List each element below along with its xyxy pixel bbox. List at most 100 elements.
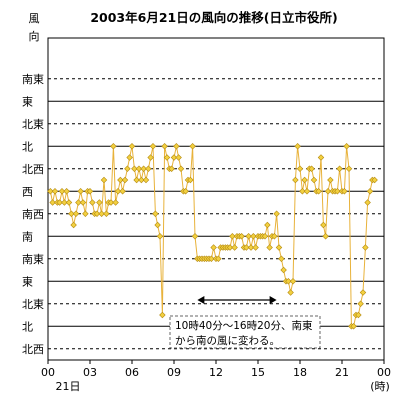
data-point bbox=[93, 210, 101, 217]
data-point bbox=[103, 210, 110, 217]
y-tick-label: 北東 bbox=[22, 298, 44, 311]
data-point bbox=[359, 289, 367, 296]
data-point bbox=[112, 199, 119, 206]
data-point bbox=[320, 221, 327, 229]
x-tick-label: 15 bbox=[251, 366, 265, 379]
data-point bbox=[341, 188, 348, 195]
data-point bbox=[128, 143, 136, 150]
annotation-arrowhead-right bbox=[269, 296, 277, 304]
data-point bbox=[47, 188, 54, 195]
data-point bbox=[135, 165, 143, 172]
x-tick-label: 12 bbox=[209, 366, 223, 379]
data-point bbox=[271, 233, 278, 240]
data-point bbox=[177, 165, 185, 172]
data-point bbox=[82, 210, 89, 217]
data-point bbox=[126, 154, 133, 161]
y-tick-label: 東 bbox=[22, 95, 33, 108]
data-point bbox=[264, 221, 271, 229]
data-point bbox=[362, 244, 369, 251]
data-point bbox=[65, 199, 73, 206]
x-tick-label: 18 bbox=[293, 366, 307, 379]
data-point bbox=[182, 188, 189, 195]
data-point bbox=[75, 199, 82, 206]
y-tick-label: 南東 bbox=[22, 73, 44, 86]
data-point bbox=[364, 199, 371, 206]
data-point bbox=[56, 199, 63, 206]
annotation-arrowhead-left bbox=[197, 296, 205, 304]
data-point bbox=[261, 233, 269, 240]
y-tick-label: 北 bbox=[22, 140, 33, 153]
data-point bbox=[117, 176, 124, 184]
y-tick-label: 南東 bbox=[22, 253, 44, 266]
data-point bbox=[208, 255, 215, 262]
data-point bbox=[273, 210, 280, 217]
annotation-text-line1: 10時40分～16時20分、南東 bbox=[175, 319, 313, 332]
x-tick-label: 03 bbox=[83, 366, 97, 379]
data-point bbox=[301, 176, 308, 184]
data-point bbox=[252, 244, 259, 251]
data-point bbox=[138, 176, 145, 184]
data-point bbox=[210, 244, 217, 251]
data-point bbox=[51, 188, 59, 195]
data-point bbox=[336, 165, 343, 172]
data-point bbox=[49, 199, 56, 206]
data-point bbox=[226, 244, 234, 251]
x-date-label: 21日 bbox=[56, 380, 81, 393]
data-point bbox=[299, 188, 306, 195]
data-point bbox=[327, 176, 334, 184]
y-tick-label: 東 bbox=[22, 275, 33, 288]
data-point bbox=[131, 165, 138, 172]
y-tick-label: 西 bbox=[22, 185, 33, 198]
annotation-text-line2: から南の風に変わる。 bbox=[175, 334, 280, 347]
data-point bbox=[334, 188, 341, 195]
data-point bbox=[77, 188, 84, 195]
data-point bbox=[79, 199, 87, 206]
data-point bbox=[371, 176, 378, 184]
y-axis-label-char1: 風 bbox=[29, 12, 40, 25]
data-point bbox=[187, 176, 194, 184]
data-point bbox=[142, 176, 150, 184]
x-tick-label: 00 bbox=[41, 366, 55, 379]
data-point bbox=[72, 210, 80, 217]
data-point bbox=[215, 255, 222, 262]
data-point bbox=[124, 165, 131, 172]
data-point bbox=[175, 154, 182, 161]
data-point bbox=[266, 244, 273, 251]
chart-title: 2003年6月21日の風向の推移(日立市役所) bbox=[90, 10, 337, 25]
annotation-box bbox=[169, 315, 321, 349]
data-point bbox=[96, 199, 103, 206]
data-point bbox=[159, 311, 166, 319]
data-point bbox=[61, 199, 68, 206]
data-point bbox=[303, 188, 311, 195]
plot-frame bbox=[47, 37, 385, 361]
y-tick-label: 北西 bbox=[22, 343, 44, 356]
y-tick-label: 北 bbox=[22, 320, 33, 333]
data-point bbox=[324, 188, 332, 195]
data-point bbox=[250, 233, 257, 240]
data-point bbox=[289, 278, 297, 285]
data-point bbox=[292, 176, 299, 184]
x-tick-label: 21 bbox=[335, 366, 349, 379]
annotation: 10時40分～16時20分、南東 から南の風に変わる。 bbox=[169, 296, 321, 349]
data-point bbox=[161, 143, 168, 150]
data-point bbox=[100, 176, 108, 184]
data-point bbox=[114, 188, 122, 195]
series-layer bbox=[47, 143, 378, 330]
data-point bbox=[107, 199, 115, 206]
data-point bbox=[294, 143, 301, 150]
data-point bbox=[168, 165, 175, 172]
data-point bbox=[145, 165, 152, 172]
data-point bbox=[63, 188, 70, 195]
series-line bbox=[49, 146, 375, 327]
data-point bbox=[58, 188, 66, 195]
data-point bbox=[245, 233, 252, 240]
data-point bbox=[140, 165, 147, 172]
data-point bbox=[119, 188, 126, 195]
y-tick-label: 南 bbox=[22, 230, 33, 243]
data-point bbox=[68, 210, 75, 217]
y-axis-label-char2: 向 bbox=[29, 29, 40, 43]
data-point bbox=[86, 188, 94, 195]
data-point bbox=[345, 165, 353, 172]
